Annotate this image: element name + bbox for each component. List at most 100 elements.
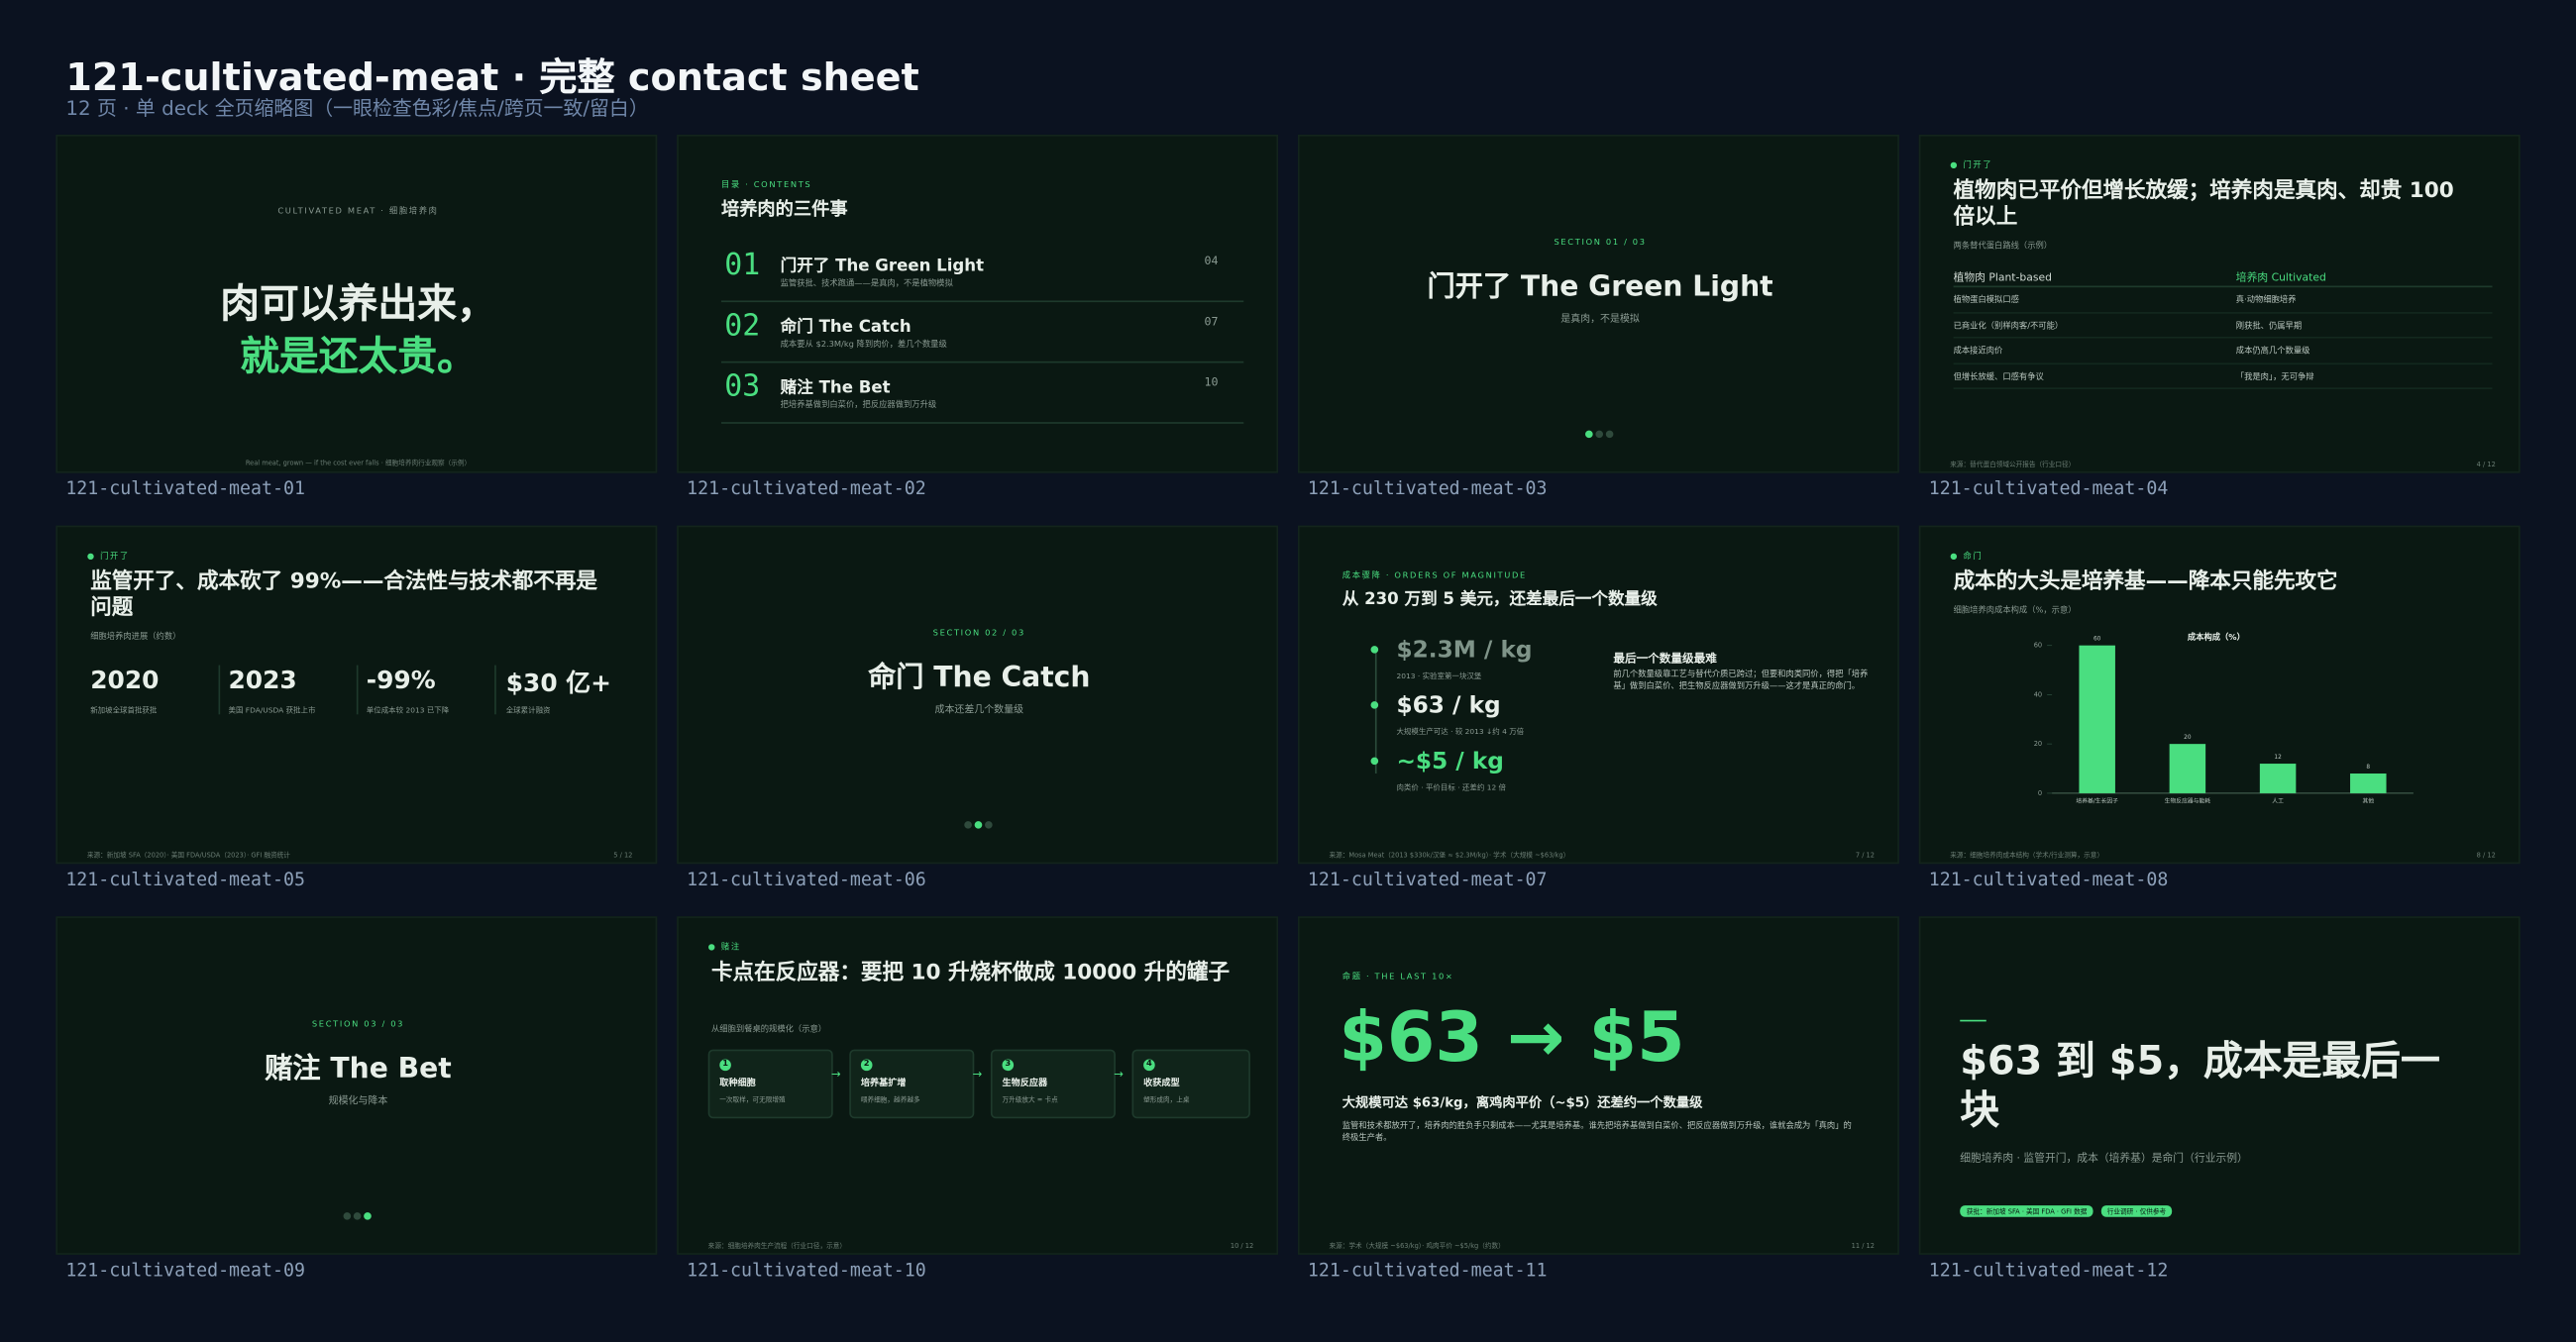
slide[interactable]: ● 命门 成本的大头是培养基——降本只能先攻它 细胞培养肉成本构成（%，示意） … xyxy=(1918,525,2521,865)
toc-desc: 把培养基做到白菜价，把反应器做到万升级 xyxy=(780,400,937,411)
slide[interactable]: SECTION 01 / 03 门开了 The Green Light 是真肉，… xyxy=(1297,134,1899,473)
bar xyxy=(2259,764,2297,793)
stat-value: 2023 xyxy=(228,665,297,695)
pill: 行业调研 · 仅供参考 xyxy=(2100,1205,2173,1217)
slide[interactable]: ● 门开了 植物肉已平价但增长放缓；培养肉是真肉、却贵 100 倍以上 两条替代… xyxy=(1918,134,2521,473)
cell: 但增长放缓、口感有争议 xyxy=(1953,371,2044,382)
toc-page: 04 xyxy=(1204,255,1219,268)
slide-label: 121-cultivated-meat-11 xyxy=(1307,1259,1548,1282)
bar xyxy=(2169,744,2206,793)
tag: ● 赌注 xyxy=(707,942,741,953)
section-title: 命门 The Catch xyxy=(868,662,1091,695)
y-tick-label: 60 xyxy=(2034,642,2042,650)
stat-value: 2020 xyxy=(90,665,160,695)
step-title: 收获成型 xyxy=(1143,1079,1180,1089)
bar xyxy=(2350,774,2387,793)
toc-num: 02 xyxy=(724,308,761,344)
step-box: 2 培养基扩增 喂养细胞，越养越多 xyxy=(849,1049,975,1119)
slide-label: 121-cultivated-meat-09 xyxy=(65,1259,305,1282)
table-row: 植物蛋白模拟口感 真·动物细胞培养 xyxy=(1953,287,2493,313)
slide-title: 大规模可达 $63/kg，离鸡肉平价（~$5）还差约一个数量级 xyxy=(1342,1095,1703,1110)
step-num: 1 xyxy=(719,1059,731,1072)
toc-title: 赌注 The Bet xyxy=(780,379,891,398)
section-subtitle: 规模化与降本 xyxy=(328,1095,388,1107)
tag: ● 门开了 xyxy=(1950,160,1993,171)
kicker: SECTION 02 / 03 xyxy=(932,629,1025,640)
headline: 肉可以养出来， xyxy=(220,280,496,327)
toc-title: 门开了 The Green Light xyxy=(780,258,985,276)
compare-table: 植物蛋白模拟口感 真·动物细胞培养 已商业化（别样肉客/不可能） 刚获批、仍属早期 … xyxy=(1953,285,2493,389)
cell: 「我是肉」，无可争辩 xyxy=(2235,371,2314,382)
cell: 成本接近肉价 xyxy=(1953,346,2003,357)
table-row: 但增长放缓、口感有争议 「我是肉」，无可争辩 xyxy=(1953,363,2493,389)
slide-title: 成本的大头是培养基——降本只能先攻它 xyxy=(1953,569,2338,595)
page-number: 10 / 12 xyxy=(1230,1241,1254,1250)
arrow: → xyxy=(972,1067,983,1082)
step-box: 1 取种细胞 一次取样，可无限增殖 xyxy=(707,1049,833,1119)
step-title: 取种细胞 xyxy=(719,1079,756,1089)
step-desc: 塑形成肉，上桌 xyxy=(1143,1095,1190,1104)
slide[interactable]: ● 门开了 监管开了、成本砍了 99%——合法性与技术都不再是问题 细胞培养肉进… xyxy=(55,525,658,865)
step-title: 培养基扩增 xyxy=(860,1079,907,1089)
x-tick-label: 人工 xyxy=(2272,798,2284,805)
timeline-dot: ● xyxy=(1369,699,1379,712)
footer: 来源：新加坡 SFA（2020）· 美国 FDA/USDA（2023）· GFI… xyxy=(86,850,290,860)
slide[interactable]: ● 赌注 卡点在反应器：要把 10 升烧杯做成 10000 升的罐子 从细胞到餐… xyxy=(677,916,1279,1255)
slide[interactable]: CULTIVATED MEAT · 细胞培养肉 肉可以养出来， 就是还太贵。 R… xyxy=(55,134,658,473)
slide-label: 121-cultivated-meat-03 xyxy=(1307,477,1548,500)
slide-subtitle: 两条替代蛋白路线（示例） xyxy=(1953,241,2053,252)
slide[interactable]: 目录 · CONTENTS 培养肉的三件事 01 门开了 The Green L… xyxy=(677,134,1279,473)
arrow: → xyxy=(831,1067,841,1082)
closing-subtitle: 细胞培养肉 · 监管开门，成本（培养基）是命门（行业示例） xyxy=(1960,1151,2248,1165)
chart-title: 成本构成（%） xyxy=(2188,632,2245,642)
stat-desc: 新加坡全球首批获批 xyxy=(90,707,158,716)
cell: 刚获批、仍属早期 xyxy=(2235,321,2303,332)
page-number: 4 / 12 xyxy=(2476,460,2496,468)
headline: 就是还太贵。 xyxy=(240,333,477,380)
x-tick-label: 生物反应器与能耗 xyxy=(2165,797,2211,805)
body-text: 监管和技术都放开了，培养肉的胜负手只剩成本——尤其是培养基。谁先把培养基做到白菜… xyxy=(1342,1121,1852,1144)
slide-title: 植物肉已平价但增长放缓；培养肉是真肉、却贵 100 倍以上 xyxy=(1953,178,2454,231)
accent-rule xyxy=(1960,1019,1986,1022)
data-label: 60 xyxy=(2093,637,2101,643)
slide-label: 121-cultivated-meat-06 xyxy=(687,869,926,890)
kicker: CULTIVATED MEAT · 细胞培养肉 xyxy=(277,206,439,217)
timeline-desc: 2013 · 实验室第一块汉堡 xyxy=(1396,672,1482,682)
slide[interactable]: 命题 · THE LAST 10× $63 → $5 大规模可达 $63/kg，… xyxy=(1297,916,1899,1255)
section-subtitle: 是真肉，不是模拟 xyxy=(1560,313,1640,326)
big-number: $63 → $5 xyxy=(1339,996,1685,1078)
pill: 获批：新加坡 SFA · 美国 FDA · GFI 数据 xyxy=(1960,1205,2094,1217)
slide[interactable]: $63 到 $5，成本是最后一块 细胞培养肉 · 监管开门，成本（培养基）是命门… xyxy=(1918,916,2521,1255)
footer: 来源：细胞培养肉成本结构（学术/行业测算，示意） xyxy=(1950,850,2104,860)
slide[interactable]: SECTION 03 / 03 赌注 The Bet 规模化与降本 ●●● xyxy=(55,916,658,1255)
arrow: → xyxy=(1114,1067,1125,1082)
timeline-desc: 肉类价 · 平价目标 · 还差约 12 倍 xyxy=(1396,784,1507,793)
toc: 01 门开了 The Green Light 监管获批、技术跑通——是真肉，不是… xyxy=(720,242,1244,424)
slide-title: 培养肉的三件事 xyxy=(720,198,848,221)
kicker: 目录 · CONTENTS xyxy=(720,180,812,191)
slide-title: 从 230 万到 5 美元，还差最后一个数量级 xyxy=(1342,590,1658,610)
step-num: 3 xyxy=(1002,1059,1015,1072)
step-desc: 万升级放大 = 卡点 xyxy=(1002,1095,1058,1104)
slide-subtitle: 细胞培养肉进展（约数） xyxy=(90,632,181,643)
slide[interactable]: 成本骤降 · ORDERS OF MAGNITUDE 从 230 万到 5 美元… xyxy=(1297,525,1899,865)
timeline-dot: ● xyxy=(1369,644,1379,656)
col-header: 植物肉 Plant-based xyxy=(1953,270,2052,284)
bar-chart: 成本构成（%） 0 20 40 60 60 培养基/生长因子 20 生物反应器与能耗 12 人工 8… xyxy=(2034,632,2414,805)
stat-value: $30 亿+ xyxy=(505,668,612,698)
toc-desc: 成本要从 $2.3M/kg 降到肉价，差几个数量级 xyxy=(780,340,947,351)
stat-value: -99% xyxy=(366,665,436,695)
page-dots: ●●● xyxy=(963,819,995,832)
section-title: 赌注 The Bet xyxy=(265,1052,452,1086)
slide-subtitle: 细胞培养肉成本构成（%，示意） xyxy=(1953,605,2077,616)
slide-title: 监管开了、成本砍了 99%——合法性与技术都不再是问题 xyxy=(90,569,598,621)
toc-title: 命门 The Catch xyxy=(780,318,912,337)
slide[interactable]: SECTION 02 / 03 命门 The Catch 成本还差几个数量级 ●… xyxy=(677,525,1279,865)
slide-label: 121-cultivated-meat-01 xyxy=(65,477,305,500)
divider xyxy=(218,665,221,715)
toc-num: 01 xyxy=(724,248,761,283)
kicker: SECTION 03 / 03 xyxy=(311,1019,405,1030)
x-tick-label: 其他 xyxy=(2362,797,2374,805)
stat-desc: 美国 FDA/USDA 获批上市 xyxy=(228,707,316,716)
